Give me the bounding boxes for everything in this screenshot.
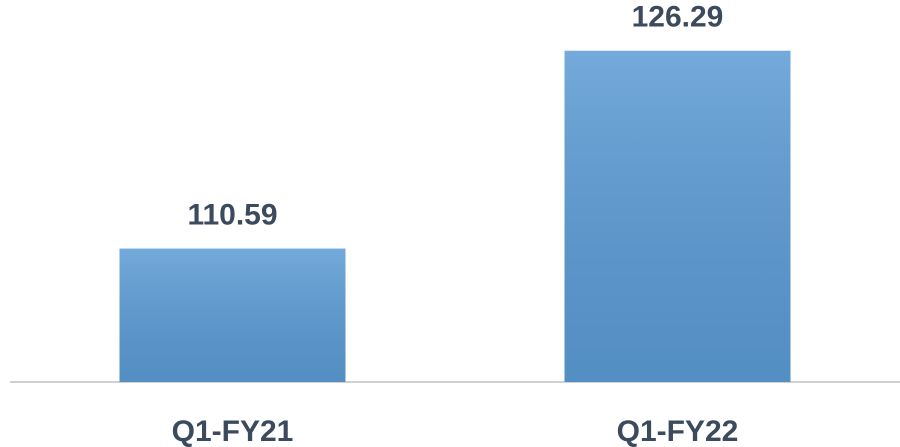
value-label: 110.59 [187, 198, 277, 231]
x-tick-label: Q1-FY21 [172, 415, 294, 447]
bar [119, 248, 346, 382]
value-label: 126.29 [632, 1, 724, 34]
x-tick-label: Q1-FY22 [617, 415, 739, 447]
bar [564, 50, 791, 382]
